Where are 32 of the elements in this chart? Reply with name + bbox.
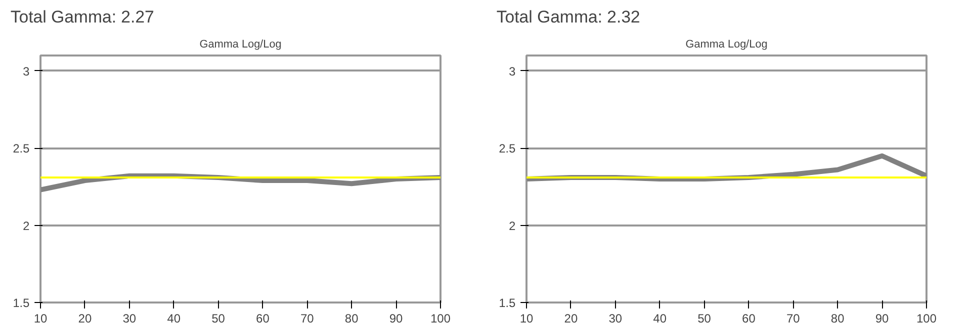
x-tick-label: 20 — [564, 312, 578, 326]
y-tick-label: 3 — [22, 64, 30, 78]
x-tick-label: 50 — [698, 312, 712, 326]
x-tick-label: 10 — [34, 312, 48, 326]
x-tick-label: 30 — [608, 312, 622, 326]
chart-subtitle: Gamma Log/Log — [200, 38, 282, 50]
chart-subtitle: Gamma Log/Log — [686, 38, 768, 50]
y-tick-label: 2 — [22, 218, 30, 233]
x-tick-label: 60 — [742, 312, 756, 326]
x-tick-label: 30 — [122, 312, 136, 326]
x-tick-label: 100 — [430, 312, 451, 326]
y-tick-label: 2.5 — [12, 142, 30, 156]
chart-title: Total Gamma: 2.32 — [496, 8, 640, 26]
y-tick-label: 2.5 — [498, 142, 516, 156]
y-tick-label: 1.5 — [498, 296, 516, 310]
x-tick-label: 90 — [875, 312, 890, 326]
y-tick-label: 2 — [508, 218, 516, 233]
x-tick-label: 80 — [830, 312, 845, 326]
x-tick-label: 70 — [300, 312, 314, 326]
x-tick-label: 40 — [653, 312, 667, 326]
y-tick-label: 1.5 — [12, 296, 30, 310]
x-tick-label: 20 — [78, 312, 92, 326]
x-tick-label: 50 — [212, 312, 226, 326]
x-tick-label: 70 — [786, 312, 800, 326]
chart-title: Total Gamma: 2.27 — [10, 8, 154, 26]
x-tick-label: 60 — [256, 312, 270, 326]
y-tick-label: 3 — [508, 64, 516, 78]
x-tick-label: 100 — [916, 312, 937, 326]
x-tick-label: 90 — [389, 312, 404, 326]
x-tick-label: 80 — [344, 312, 359, 326]
x-tick-label: 10 — [520, 312, 534, 326]
x-tick-label: 40 — [167, 312, 181, 326]
